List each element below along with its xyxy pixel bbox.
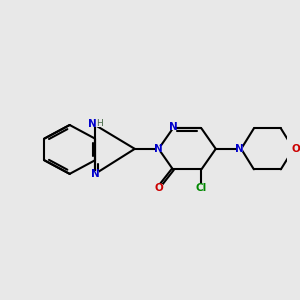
FancyBboxPatch shape	[292, 146, 299, 152]
FancyBboxPatch shape	[154, 184, 163, 191]
FancyBboxPatch shape	[169, 124, 176, 130]
Text: Cl: Cl	[196, 182, 207, 193]
FancyBboxPatch shape	[92, 171, 99, 177]
Text: O: O	[292, 144, 300, 154]
Text: N: N	[236, 144, 244, 154]
FancyBboxPatch shape	[196, 184, 207, 191]
Text: N: N	[154, 144, 163, 154]
Text: N: N	[91, 169, 99, 179]
FancyBboxPatch shape	[88, 120, 101, 127]
FancyBboxPatch shape	[155, 146, 162, 152]
Text: N: N	[88, 118, 97, 129]
Text: O: O	[154, 182, 163, 193]
Text: H: H	[96, 119, 103, 128]
FancyBboxPatch shape	[236, 146, 243, 152]
Text: N: N	[169, 122, 177, 132]
